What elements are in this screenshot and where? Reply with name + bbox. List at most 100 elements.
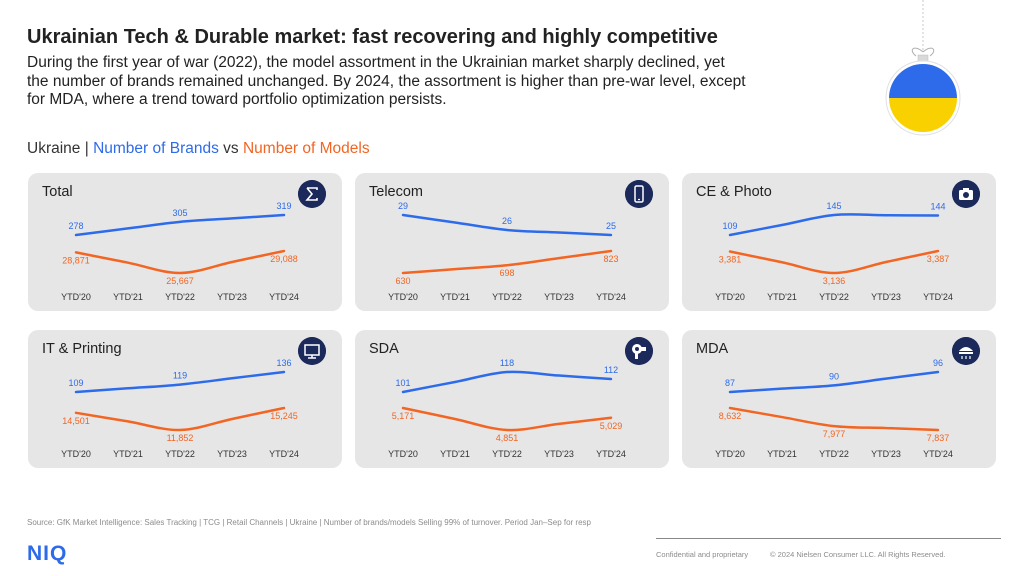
panel-title: IT & Printing xyxy=(42,341,122,357)
chart-telecom-data-label: 630 xyxy=(395,276,410,286)
chart-sda-data-label: 4,851 xyxy=(496,433,519,443)
page-subtitle: During the first year of war (2022), the… xyxy=(27,54,746,108)
chart-telecom-data-label: 698 xyxy=(499,268,514,278)
chart-mda-series-models-line xyxy=(728,406,940,432)
chart-telecom-data-label: 823 xyxy=(603,254,618,264)
chart-sda: 101 118 112 5,171 4,851 5,029 YTD'20 YTD'21 YTD'… xyxy=(388,358,626,459)
chart-mda-series-brands-line xyxy=(728,370,940,394)
chart-sda-data-label: 5,029 xyxy=(600,421,623,431)
legend-models: Number of Models xyxy=(242,140,370,157)
legend-prefix: Ukraine | xyxy=(27,140,94,157)
chart-telecom-data-label: 25 xyxy=(606,221,616,231)
chart-total-x-tick-label: YTD'24 xyxy=(269,292,299,302)
chart-legend: Ukraine | Number of Brands vs Number of … xyxy=(27,140,370,158)
hairdryer-icon xyxy=(625,337,653,365)
copyright-note: © 2024 Nielsen Consumer LLC. All Rights … xyxy=(770,550,946,559)
chart-telecom-x-tick-label: YTD'20 xyxy=(388,292,418,302)
chart-it-printing-series-brands-line xyxy=(74,370,286,394)
chart-mda-data-label: 8,632 xyxy=(719,411,742,421)
chart-telecom-series-brands-line xyxy=(401,213,613,237)
chart-mda-data-label: 87 xyxy=(725,378,735,388)
chart-ce-photo-data-label: 3,136 xyxy=(823,276,846,286)
panel-title: SDA xyxy=(369,341,399,357)
chart-it-printing-x-tick-label: YTD'20 xyxy=(61,449,91,459)
chart-mda-data-label: 7,837 xyxy=(927,433,950,443)
chart-ce-photo-data-label: 3,381 xyxy=(719,255,742,265)
chart-it-printing-data-label: 11,852 xyxy=(167,433,194,443)
chart-ce-photo-x-tick-label: YTD'20 xyxy=(715,292,745,302)
chart-total-series-models-line xyxy=(74,249,286,275)
ukraine-flag-ornament-icon xyxy=(885,0,961,136)
chart-total-data-label: 29,088 xyxy=(270,254,298,264)
chart-telecom-data-label: 29 xyxy=(398,201,408,211)
panel-telecom: Telecom 29 26 25 630 698 823 YTD'20 YTD'21 YTD'2… xyxy=(355,173,669,311)
chart-mda: 87 90 96 8,632 7,977 7,837 YTD'20 YTD'21 YTD'22 Y… xyxy=(715,358,953,459)
chart-ce-photo: 109 145 144 3,381 3,136 3,387 YTD'20 YTD'21 YTD'… xyxy=(715,201,953,302)
chart-ce-photo-series-brands-line xyxy=(728,213,940,237)
panel-title: Total xyxy=(42,184,73,200)
panel-sda: SDA 101 118 112 5,171 4,851 5,029 YTD'20 YTD'21… xyxy=(355,330,669,468)
chart-ce-photo-x-tick-label: YTD'24 xyxy=(923,292,953,302)
smartphone-icon xyxy=(625,180,653,208)
chart-total-data-label: 319 xyxy=(276,201,291,211)
chart-mda-x-tick-label: YTD'21 xyxy=(767,449,797,459)
chart-ce-photo-data-label: 144 xyxy=(930,202,945,212)
chart-ce-photo-data-label: 3,387 xyxy=(927,254,950,264)
chart-total-x-tick-label: YTD'20 xyxy=(61,292,91,302)
cooktop-icon xyxy=(952,337,980,365)
chart-sda-x-tick-label: YTD'21 xyxy=(440,449,470,459)
chart-sda-data-label: 101 xyxy=(395,378,410,388)
chart-it-printing-data-label: 15,245 xyxy=(270,411,298,421)
niq-logo: NIQ xyxy=(27,542,68,565)
chart-total-x-tick-label: YTD'22 xyxy=(165,292,195,302)
chart-mda-data-label: 7,977 xyxy=(823,429,846,439)
panel-title: Telecom xyxy=(369,184,423,200)
chart-total-series-brands-line xyxy=(74,213,286,237)
chart-total-data-label: 278 xyxy=(68,221,83,231)
chart-total-x-tick-label: YTD'21 xyxy=(113,292,143,302)
chart-sda-series-brands-line xyxy=(401,370,613,394)
panel-title: CE & Photo xyxy=(696,184,772,200)
chart-it-printing-x-tick-label: YTD'23 xyxy=(217,449,247,459)
chart-it-printing-x-tick-label: YTD'22 xyxy=(165,449,195,459)
panel-mda: MDA 87 90 96 8,632 7,977 7,837 YTD'20 YTD'21 YTD… xyxy=(682,330,996,468)
chart-ce-photo-data-label: 145 xyxy=(826,201,841,211)
chart-mda-x-tick-label: YTD'22 xyxy=(819,449,849,459)
chart-sda-x-tick-label: YTD'20 xyxy=(388,449,418,459)
chart-sda-series-models-line xyxy=(401,406,613,432)
chart-it-printing-series-models-line xyxy=(74,406,286,432)
legend-brands: Number of Brands xyxy=(93,140,219,157)
legend-middle: vs xyxy=(218,140,243,157)
confidential-note: Confidential and proprietary xyxy=(656,550,749,559)
chart-total-data-label: 28,871 xyxy=(62,255,90,265)
panel-it-printing: IT & Printing 109 119 136 14,501 11,852 15,24… xyxy=(28,330,342,468)
panel-ce-photo: CE & Photo 109 145 144 3,381 3,136 3,387 YTD'2… xyxy=(682,173,996,311)
chart-sda-data-label: 112 xyxy=(604,365,618,375)
chart-it-printing: 109 119 136 14,501 11,852 15,245 YTD'20 YTD'21 Y… xyxy=(61,358,299,459)
source-note: Source: GfK Market Intelligence: Sales T… xyxy=(27,518,591,527)
chart-sda-x-tick-label: YTD'23 xyxy=(544,449,574,459)
chart-telecom-x-tick-label: YTD'21 xyxy=(440,292,470,302)
chart-it-printing-data-label: 119 xyxy=(173,371,187,381)
chart-telecom: 29 26 25 630 698 823 YTD'20 YTD'21 YTD'22 YTD'23 Y… xyxy=(388,201,626,302)
chart-it-printing-x-tick-label: YTD'24 xyxy=(269,449,299,459)
chart-telecom-x-tick-label: YTD'23 xyxy=(544,292,574,302)
monitor-icon xyxy=(298,337,326,365)
chart-sda-data-label: 5,171 xyxy=(392,411,415,421)
chart-mda-data-label: 96 xyxy=(933,358,943,368)
chart-telecom-x-tick-label: YTD'22 xyxy=(492,292,522,302)
chart-mda-x-tick-label: YTD'24 xyxy=(923,449,953,459)
chart-total-data-label: 25,667 xyxy=(166,276,194,286)
chart-ce-photo-series-models-line xyxy=(728,249,940,275)
panel-title: MDA xyxy=(696,341,729,357)
sigma-icon xyxy=(298,180,326,208)
chart-it-printing-data-label: 14,501 xyxy=(62,416,90,426)
chart-ce-photo-x-tick-label: YTD'21 xyxy=(767,292,797,302)
chart-it-printing-data-label: 109 xyxy=(68,378,83,388)
chart-it-printing-x-tick-label: YTD'21 xyxy=(113,449,143,459)
chart-total-x-tick-label: YTD'23 xyxy=(217,292,247,302)
chart-mda-x-tick-label: YTD'23 xyxy=(871,449,901,459)
chart-total-data-label: 305 xyxy=(172,208,187,218)
chart-sda-data-label: 118 xyxy=(500,358,514,368)
chart-telecom-series-models-line xyxy=(401,249,613,275)
